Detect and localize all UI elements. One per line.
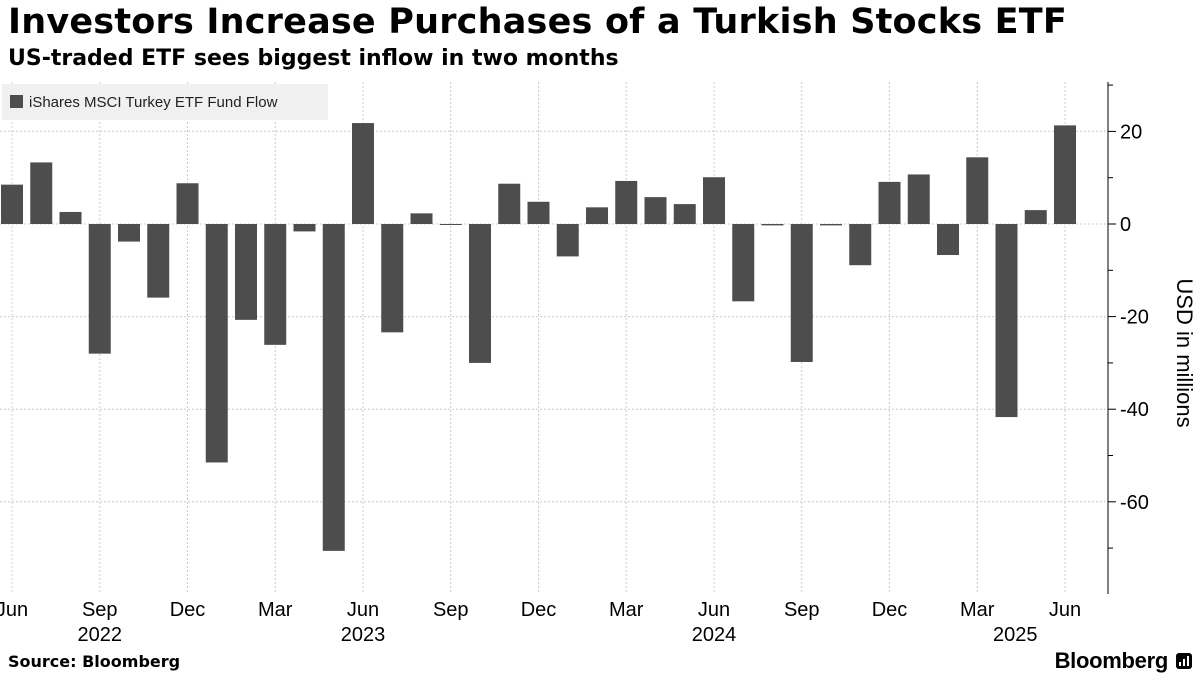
x-year-label: 2023 bbox=[341, 624, 386, 646]
x-tick-label: Dec bbox=[872, 599, 908, 621]
bar-2025-02 bbox=[937, 224, 959, 256]
x-tick-label: Mar bbox=[258, 599, 293, 621]
brand-name: Bloomberg bbox=[1054, 648, 1169, 673]
horizontal-gridlines bbox=[0, 130, 1108, 503]
bar-2022-08 bbox=[59, 211, 82, 224]
bar-2023-07 bbox=[381, 224, 404, 333]
chart-title: Investors Increase Purchases of a Turkis… bbox=[8, 2, 1067, 42]
bar-2024-09 bbox=[790, 224, 813, 362]
bar-2024-04 bbox=[644, 197, 667, 224]
bar-2023-08 bbox=[410, 213, 433, 224]
bar-2024-08 bbox=[761, 224, 784, 226]
bar-2023-01 bbox=[205, 224, 228, 463]
bar-2024-01 bbox=[556, 224, 579, 257]
bar-2022-11 bbox=[147, 224, 170, 298]
y-tick-label: 0 bbox=[1120, 214, 1131, 236]
legend-label: iShares MSCI Turkey ETF Fund Flow bbox=[29, 94, 278, 111]
x-tick-label: Mar bbox=[960, 599, 995, 621]
source-note: Source: Bloomberg bbox=[8, 652, 181, 671]
x-tick-label: Mar bbox=[609, 599, 644, 621]
bar-2023-06 bbox=[352, 123, 374, 224]
bar-2023-04 bbox=[293, 224, 316, 232]
bar-2025-01 bbox=[907, 174, 930, 224]
bar-2024-07 bbox=[732, 224, 755, 302]
bar-2024-05 bbox=[673, 204, 696, 224]
legend-swatch bbox=[10, 95, 23, 108]
x-tick-label: Sep bbox=[82, 599, 118, 621]
bar-2024-12 bbox=[878, 181, 901, 224]
bar-2025-03 bbox=[966, 157, 989, 224]
bar-series bbox=[1, 123, 1076, 551]
y-axis: 20 0 -20 -40 -60 bbox=[1107, 82, 1149, 594]
bar-2023-02 bbox=[235, 224, 257, 320]
x-tick-label: Dec bbox=[521, 599, 557, 621]
x-tick-label: Jun bbox=[347, 599, 379, 621]
bar-2024-03 bbox=[615, 180, 638, 224]
bar-2023-11 bbox=[498, 183, 521, 224]
x-tick-label: Sep bbox=[433, 599, 469, 621]
bar-2024-11 bbox=[849, 224, 872, 266]
bar-2023-03 bbox=[264, 224, 287, 345]
bar-2022-12 bbox=[176, 183, 199, 224]
legend: iShares MSCI Turkey ETF Fund Flow bbox=[2, 84, 328, 120]
bar-2023-09 bbox=[439, 224, 462, 225]
chart-subtitle: US-traded ETF sees biggest inflow in two… bbox=[8, 46, 619, 71]
bar-2022-10 bbox=[118, 224, 140, 242]
x-tick-label: Sep bbox=[784, 599, 820, 621]
x-year-label: 2025 bbox=[993, 624, 1038, 646]
x-year-label: 2022 bbox=[78, 624, 123, 646]
y-tick-label: -60 bbox=[1120, 492, 1149, 514]
bar-2023-10 bbox=[469, 224, 491, 363]
bar-2024-06 bbox=[703, 177, 725, 224]
bar-chart-icon bbox=[1176, 653, 1192, 669]
bar-2024-10 bbox=[820, 224, 842, 226]
x-year-label: 2024 bbox=[692, 624, 737, 646]
y-axis-label: USD in millions bbox=[1172, 278, 1197, 427]
bar-2023-05 bbox=[322, 224, 345, 551]
y-tick-label: -20 bbox=[1120, 307, 1149, 329]
x-tick-label: Jun bbox=[0, 599, 28, 621]
y-tick-label: 20 bbox=[1120, 121, 1142, 143]
bar-2022-07 bbox=[30, 162, 53, 224]
vertical-gridlines bbox=[11, 82, 1066, 594]
bar-2022-06 bbox=[1, 184, 23, 224]
x-tick-label: Jun bbox=[698, 599, 730, 621]
brand-logo: Bloomberg bbox=[1055, 648, 1192, 674]
legend-background bbox=[2, 84, 328, 120]
bar-2024-02 bbox=[586, 207, 608, 224]
bar-2023-12 bbox=[527, 201, 550, 224]
bar-2025-06 bbox=[1054, 125, 1076, 224]
bar-2025-04 bbox=[995, 224, 1018, 418]
bar-2022-09 bbox=[88, 224, 111, 354]
bar-2025-05 bbox=[1024, 210, 1047, 224]
x-axis: Jun Sep Dec Mar Jun Sep Dec Mar Jun Sep Dec Mar Jun 2… bbox=[0, 599, 1081, 646]
y-tick-label: -40 bbox=[1120, 399, 1149, 421]
x-tick-label: Dec bbox=[170, 599, 206, 621]
x-tick-label: Jun bbox=[1049, 599, 1081, 621]
